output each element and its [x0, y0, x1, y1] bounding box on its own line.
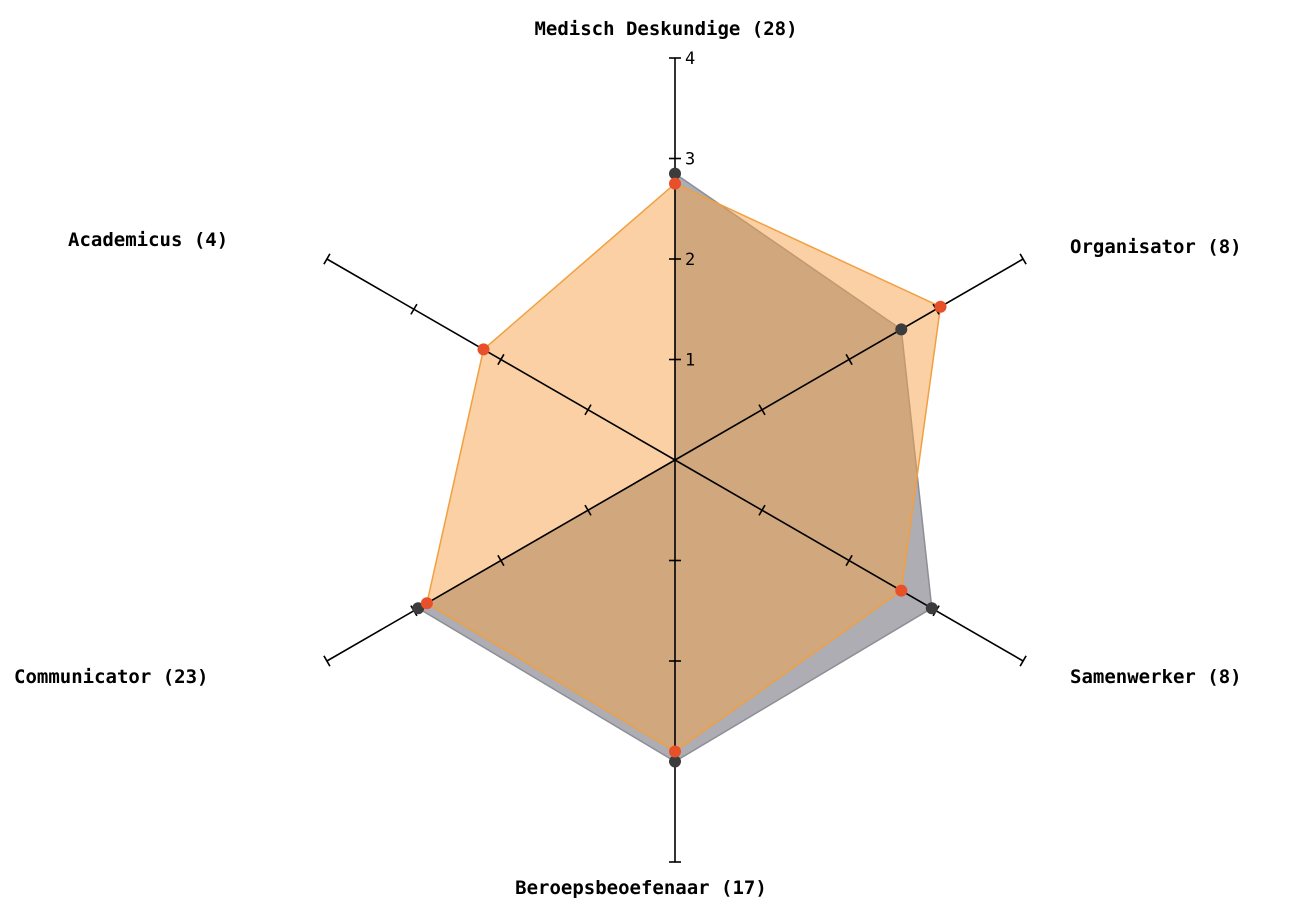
- tick-label: 2: [685, 250, 695, 270]
- tick-label: 4: [685, 49, 695, 69]
- data-point-series-2: [934, 300, 947, 313]
- axis-label-medisch: Medisch Deskundige (28): [534, 18, 797, 40]
- tick-mark-communicator-4: [323, 655, 331, 667]
- tick-mark-academicus-3: [410, 303, 418, 315]
- data-point-series-1: [412, 602, 425, 615]
- tick-mark-organisator-2: [845, 353, 853, 366]
- tick-mark-samenwerker-4: [1019, 655, 1027, 667]
- tick-mark-communicator-2: [497, 554, 505, 567]
- data-point-series-2: [477, 343, 490, 356]
- data-point-series-1: [925, 602, 938, 615]
- axis-label-academicus: Academicus (4): [68, 229, 228, 251]
- data-point-series-2: [669, 745, 681, 758]
- tick-mark-academicus-1: [584, 404, 592, 416]
- marker-layer: [412, 167, 947, 768]
- tick-mark-academicus-2: [497, 353, 505, 366]
- axis-label-communicator: Communicator (23): [14, 666, 208, 688]
- series-layer: [416, 172, 942, 763]
- data-point-series-2: [420, 597, 433, 610]
- data-point-series-1: [895, 323, 908, 336]
- tick-label: 1: [685, 351, 695, 371]
- data-point-series-2: [669, 177, 681, 190]
- data-point-series-2: [895, 584, 908, 597]
- axis-label-samenwerker: Samenwerker (8): [1070, 666, 1242, 688]
- tick-mark-academicus-4: [323, 253, 331, 265]
- tick-mark-samenwerker-1: [758, 504, 766, 516]
- tick-label: 3: [685, 150, 695, 170]
- label-layer: 1 2 3 4 Medisch Deskundige (28) Organisator (…: [14, 18, 1242, 899]
- tick-mark-communicator-1: [584, 504, 592, 516]
- axis-label-beroepsbeoefenaar: Beroepsbeoefenaar (17): [515, 877, 767, 899]
- tick-mark-samenwerker-2: [845, 554, 853, 567]
- tick-mark-organisator-4: [1019, 253, 1027, 265]
- axis-label-organisator: Organisator (8): [1070, 236, 1242, 258]
- tick-mark-organisator-1: [758, 404, 766, 416]
- axis-layer: [323, 57, 1027, 863]
- data-point-series-1: [669, 167, 681, 180]
- series-area-2: [426, 182, 942, 753]
- data-point-series-1: [669, 755, 681, 768]
